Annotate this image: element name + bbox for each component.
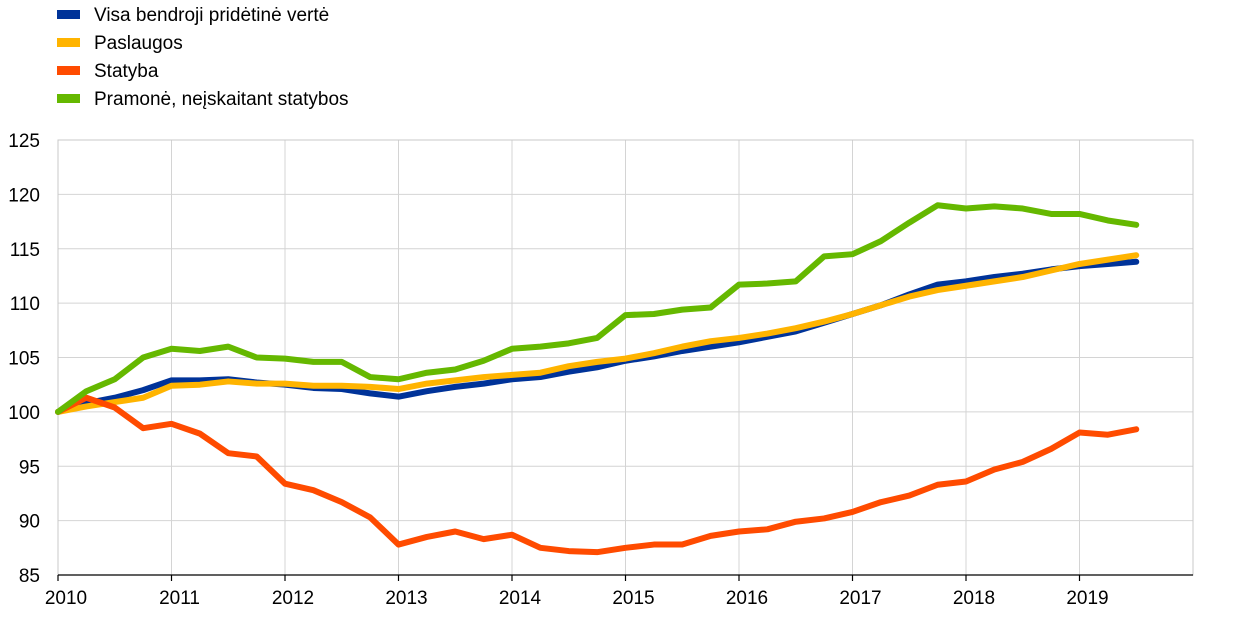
legend-swatch	[57, 66, 80, 75]
x-tick-label: 2012	[272, 588, 314, 609]
x-tick-label: 2019	[1066, 588, 1108, 609]
legend-swatch	[57, 38, 80, 47]
legend-label: Statyba	[94, 61, 159, 82]
y-tick-label: 105	[8, 349, 40, 370]
series-lines	[55, 202, 1140, 556]
series-line-4	[55, 202, 1140, 415]
legend: Visa bendroji pridėtinė vertė Paslaugos St…	[57, 5, 349, 110]
y-tick-label: 125	[8, 131, 40, 152]
y-tick-label: 115	[10, 240, 40, 261]
y-tick-label: 95	[19, 457, 40, 478]
x-tick-label: 2015	[612, 588, 654, 609]
x-tick-label: 2017	[839, 588, 881, 609]
legend-label: Paslaugos	[94, 33, 183, 54]
legend-swatch	[57, 10, 80, 19]
y-tick-label: 90	[19, 512, 40, 533]
x-tick-label: 2016	[726, 588, 768, 609]
x-tick-label: 2013	[385, 588, 427, 609]
legend-label: Pramonė, neįskaitant statybos	[94, 89, 349, 110]
series-line-3	[55, 394, 1140, 556]
legend-label: Visa bendroji pridėtinė vertė	[94, 5, 329, 26]
y-axis: 85 90 95 100 105 110 115 120 125	[8, 131, 40, 587]
y-tick-label: 100	[8, 403, 40, 424]
x-tick-label: 2010	[45, 588, 87, 609]
legend-swatch	[57, 94, 80, 103]
series-line-2	[55, 252, 1140, 415]
y-tick-label: 110	[10, 294, 40, 315]
x-axis: 2010 2011 2012 2013 2014 2015 2016 2017 2018 2019	[45, 574, 1193, 609]
x-tick-label: 2011	[159, 588, 200, 609]
x-tick-label: 2014	[499, 588, 542, 609]
x-tick-label: 2018	[953, 588, 995, 609]
y-tick-label: 85	[19, 566, 40, 587]
y-tick-label: 120	[8, 185, 40, 206]
